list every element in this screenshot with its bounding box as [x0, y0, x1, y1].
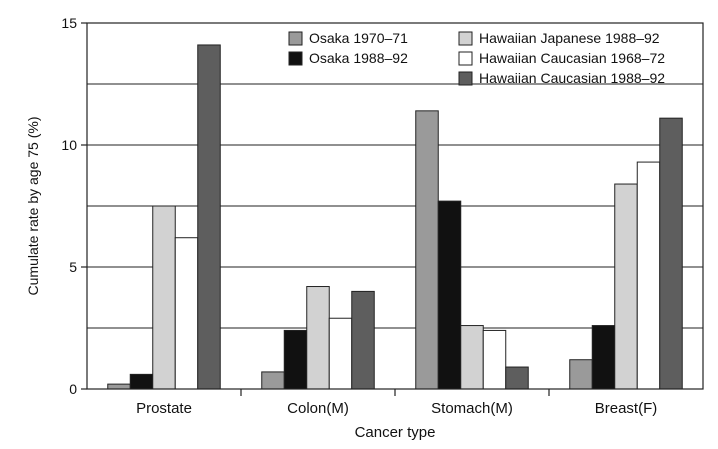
bars [107, 44, 683, 390]
bar [261, 371, 285, 390]
bar [659, 117, 683, 390]
legend-swatch [458, 51, 473, 66]
legend-label: Hawaiian Caucasian 1988–92 [479, 70, 665, 86]
bar [614, 183, 638, 390]
legend-label: Osaka 1970–71 [309, 30, 408, 46]
bar [152, 205, 176, 390]
y-axis-label: Cumulate rate by age 75 (%) [25, 117, 41, 296]
bar [460, 325, 484, 390]
y-tick-label: 0 [69, 381, 77, 397]
legend-label: Hawaiian Caucasian 1968–72 [479, 50, 665, 66]
x-axis-ticks: Prostate Colon(M) Stomach(M) Breast(F) [136, 389, 657, 417]
bar [482, 329, 507, 390]
y-tick-label: 5 [69, 259, 77, 275]
legend: Osaka 1970–71 Osaka 1988–92 Hawaiian Japan… [270, 25, 702, 86]
bar [505, 366, 529, 390]
legend-background [270, 25, 702, 83]
bar [351, 290, 375, 390]
y-tick-label: 15 [61, 15, 77, 31]
bar [306, 286, 330, 390]
x-axis-label: Cancer type [355, 424, 436, 441]
x-tick-label: Breast(F) [595, 400, 658, 417]
bar [328, 317, 353, 390]
bar [174, 237, 199, 390]
legend-label: Osaka 1988–92 [309, 50, 408, 66]
legend-swatch [288, 51, 303, 66]
legend-label: Hawaiian Japanese 1988–92 [479, 30, 660, 46]
bar [591, 325, 616, 390]
x-tick-label: Stomach(M) [431, 400, 513, 417]
y-axis-ticks: 0 5 10 15 [61, 15, 87, 397]
bar [283, 329, 308, 390]
legend-swatch [458, 31, 473, 46]
bar [129, 373, 154, 390]
bar [415, 110, 439, 390]
bar [636, 161, 661, 390]
x-tick-label: Colon(M) [287, 400, 349, 417]
bar [197, 44, 221, 390]
bar [107, 383, 131, 390]
legend-swatch [458, 71, 473, 86]
y-tick-label: 10 [61, 137, 77, 153]
bar [569, 359, 593, 390]
bar [437, 200, 462, 390]
legend-swatch [288, 31, 303, 46]
x-tick-label: Prostate [136, 400, 192, 417]
